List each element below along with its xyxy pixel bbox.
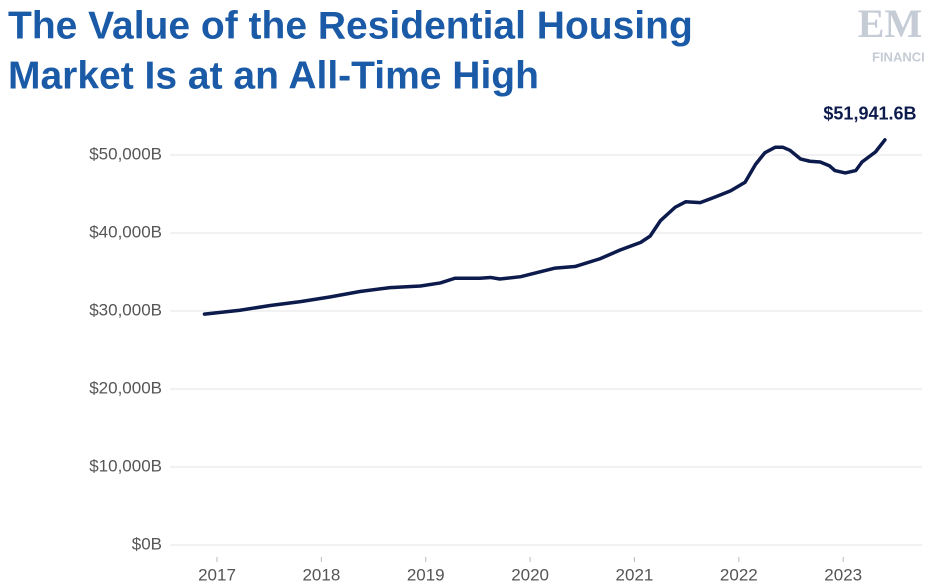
y-tick-label: $10,000B bbox=[89, 456, 162, 475]
line bbox=[202, 138, 887, 316]
y-tick-label: $30,000B bbox=[89, 300, 162, 319]
x-tick-label: 2020 bbox=[511, 565, 549, 584]
chart-title: The Value of the Residential Housing bbox=[8, 4, 693, 47]
y-tick-label: $20,000B bbox=[89, 378, 162, 397]
y-tick-label: $40,000B bbox=[89, 222, 162, 241]
chart-title: Market Is at an All-Time High bbox=[8, 54, 539, 97]
x-tick-label: 2023 bbox=[824, 565, 862, 584]
x-tick-label: 2018 bbox=[302, 565, 340, 584]
x-tick-label: 2022 bbox=[720, 565, 758, 584]
x-tick-label: 2019 bbox=[407, 565, 445, 584]
x-tick-label: 2021 bbox=[616, 565, 654, 584]
y-tick-label: $0B bbox=[132, 534, 162, 553]
logo-mark: EM bbox=[858, 1, 922, 46]
x-tick-label: 2017 bbox=[198, 565, 236, 584]
logo-text: FINANCI bbox=[872, 49, 925, 64]
y-tick-label: $50,000B bbox=[89, 144, 162, 163]
annotation: $51,941.6B bbox=[823, 104, 916, 124]
